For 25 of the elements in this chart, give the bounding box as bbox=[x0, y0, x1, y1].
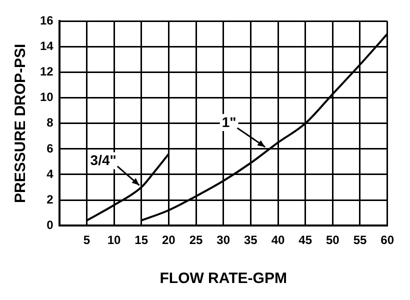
x-tick-label: 5 bbox=[83, 233, 90, 248]
y-tick-label: 10 bbox=[40, 90, 54, 104]
x-tick-label: 60 bbox=[380, 233, 394, 248]
y-tick-label: 4 bbox=[46, 166, 54, 181]
y-tick-label: 14 bbox=[40, 39, 54, 54]
x-tick-label: 40 bbox=[271, 233, 285, 248]
y-tick-label: 12 bbox=[40, 64, 54, 79]
x-tick-label: 55 bbox=[353, 233, 367, 248]
y-tick-label: 8 bbox=[46, 116, 54, 130]
y-tick-label: 6 bbox=[46, 141, 54, 156]
x-tick-label: 25 bbox=[189, 233, 203, 248]
x-tick-label: 15 bbox=[134, 233, 148, 248]
y-tick-label: 0 bbox=[46, 218, 54, 232]
x-tick-label: 20 bbox=[162, 233, 176, 248]
x-tick-label: 35 bbox=[244, 233, 258, 248]
annotation: 3/4" bbox=[90, 152, 116, 168]
x-tick-label: 10 bbox=[107, 233, 122, 248]
x-tick-label: 30 bbox=[216, 233, 230, 248]
y-tick-label: 16 bbox=[40, 14, 54, 28]
x-axis-title: FLOW RATE-GPM bbox=[160, 270, 287, 288]
y-axis-title: PRESSURE DROP-PSI bbox=[12, 44, 30, 203]
y-tick-label: 2 bbox=[46, 192, 54, 206]
annotation: 1" bbox=[222, 114, 236, 130]
x-tick-label: 45 bbox=[298, 233, 312, 248]
x-tick-label: 50 bbox=[326, 233, 340, 248]
